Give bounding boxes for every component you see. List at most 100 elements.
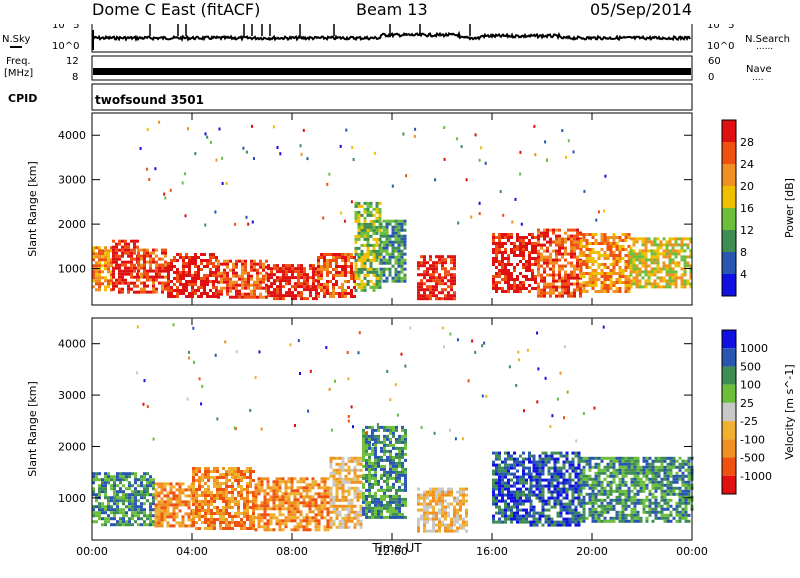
data-cell xyxy=(173,524,176,527)
data-cell xyxy=(383,498,386,501)
data-cell xyxy=(273,489,276,492)
data-cell xyxy=(492,461,495,464)
data-cell xyxy=(546,259,549,262)
data-cell xyxy=(548,491,551,494)
data-cell xyxy=(143,255,146,258)
data-cell xyxy=(519,518,522,521)
data-cell xyxy=(223,275,226,278)
data-cell xyxy=(672,267,675,270)
data-cell xyxy=(146,493,149,496)
colorbar-tick-label: 20 xyxy=(740,180,754,193)
data-cell xyxy=(557,467,560,470)
data-cell xyxy=(534,242,537,245)
data-cell xyxy=(133,282,136,285)
data-cell xyxy=(570,295,573,298)
data-cell xyxy=(678,243,681,246)
data-cell xyxy=(392,253,395,256)
data-cell xyxy=(309,528,312,531)
data-cell xyxy=(554,524,557,527)
data-cell xyxy=(417,503,420,506)
data-cell xyxy=(176,253,179,256)
data-cell xyxy=(143,490,146,493)
data-cell xyxy=(501,254,504,257)
data-cell xyxy=(601,502,604,505)
data-cell xyxy=(580,493,583,496)
data-cell xyxy=(537,238,540,241)
data-cell xyxy=(333,499,336,502)
data-cell xyxy=(453,258,456,261)
data-cell xyxy=(610,281,613,284)
data-cell xyxy=(243,488,246,491)
data-cell xyxy=(367,250,370,253)
data-cell xyxy=(426,279,429,282)
data-cell xyxy=(386,501,389,504)
data-cell xyxy=(376,241,379,244)
data-cell xyxy=(329,292,332,295)
data-cell xyxy=(348,493,351,496)
data-cell xyxy=(253,260,256,263)
data-cell xyxy=(223,269,226,272)
data-cell xyxy=(226,284,229,287)
data-cell xyxy=(435,500,438,503)
data-cell xyxy=(663,279,666,282)
data-cell xyxy=(395,262,398,265)
data-cell xyxy=(241,260,244,263)
data-cell xyxy=(607,275,610,278)
data-cell xyxy=(232,263,235,266)
data-cell xyxy=(130,282,133,285)
data-cell xyxy=(401,450,404,453)
data-cell xyxy=(607,469,610,472)
data-cell xyxy=(392,510,395,513)
data-cell xyxy=(297,510,300,513)
data-cell xyxy=(312,486,315,489)
data-cell xyxy=(367,211,370,214)
data-cell xyxy=(164,267,167,270)
data-cell xyxy=(557,524,560,527)
data-cell xyxy=(551,476,554,479)
data-cell xyxy=(522,515,525,518)
data-cell xyxy=(342,493,345,496)
data-cell xyxy=(557,470,560,473)
data-cell xyxy=(270,498,273,501)
data-cell xyxy=(444,258,447,261)
data-cell xyxy=(417,527,420,530)
data-cell xyxy=(669,270,672,273)
data-cell xyxy=(112,246,115,249)
data-cell xyxy=(370,229,373,232)
data-cell xyxy=(291,489,294,492)
data-cell xyxy=(583,239,586,242)
data-cell xyxy=(131,523,134,526)
data-cell xyxy=(330,466,333,469)
data-cell xyxy=(246,216,248,219)
data-cell xyxy=(444,297,447,300)
data-cell xyxy=(386,474,389,477)
data-cell xyxy=(672,270,675,273)
data-cell xyxy=(361,262,364,265)
data-cell xyxy=(398,456,401,459)
data-cell xyxy=(253,284,256,287)
cpid-label: CPID xyxy=(8,92,37,105)
data-cell xyxy=(465,500,468,503)
data-cell xyxy=(564,265,567,268)
data-cell xyxy=(573,274,576,277)
data-cell xyxy=(371,483,374,486)
data-cell xyxy=(347,265,350,268)
data-cell xyxy=(362,477,365,480)
data-cell xyxy=(161,497,164,500)
data-cell xyxy=(495,251,498,254)
data-cell xyxy=(377,426,380,429)
data-cell xyxy=(583,481,586,484)
data-cell xyxy=(143,285,146,288)
data-cell xyxy=(392,244,395,247)
data-cell xyxy=(554,503,557,506)
data-cell xyxy=(426,521,429,524)
data-cell xyxy=(542,515,545,518)
data-cell xyxy=(217,266,220,269)
data-cell xyxy=(324,480,327,483)
data-cell xyxy=(125,478,128,481)
data-cell xyxy=(130,255,133,258)
data-cell xyxy=(392,265,395,268)
data-cell xyxy=(362,447,365,450)
freq-left-tick-bottom: 8 xyxy=(72,72,78,83)
data-cell xyxy=(339,526,342,529)
